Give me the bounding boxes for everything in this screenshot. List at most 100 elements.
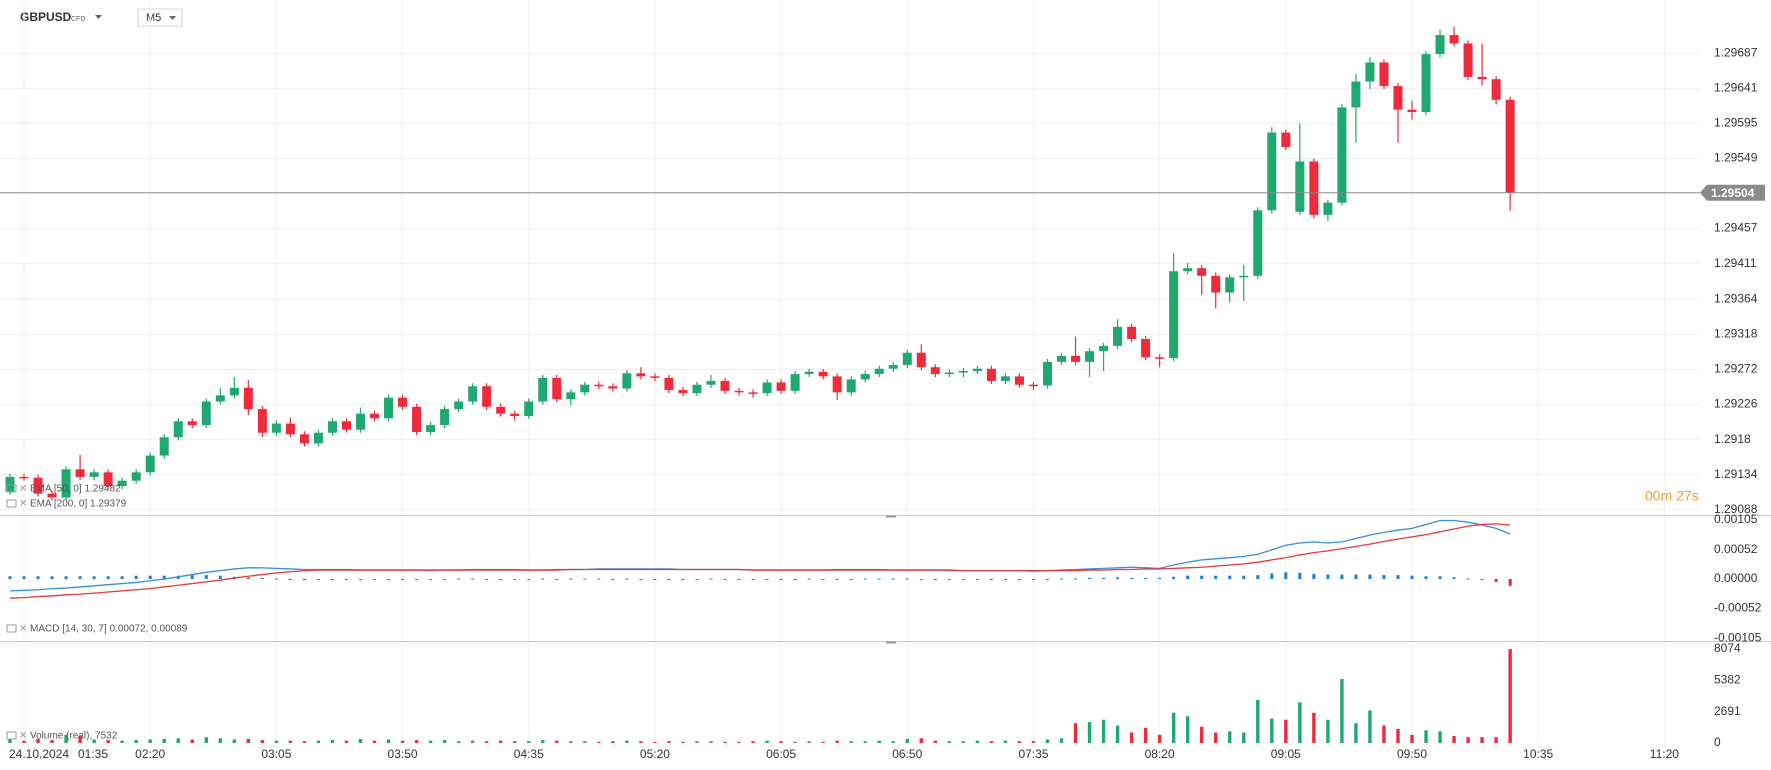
- candle-body: [384, 397, 394, 419]
- last-price-pointer: [1700, 184, 1707, 201]
- macd-histogram-bar: [961, 579, 965, 581]
- candle-body: [1295, 161, 1305, 212]
- candle-body: [1323, 202, 1333, 215]
- candle-body: [972, 368, 982, 372]
- candle-body: [776, 382, 786, 391]
- volume-bar: [316, 740, 321, 743]
- macd-histogram-bar: [190, 575, 194, 580]
- candle-body: [1449, 35, 1459, 44]
- x-tick-label: 09:50: [1397, 747, 1427, 761]
- candle-body: [89, 472, 99, 477]
- macd-histogram-bar: [849, 579, 853, 581]
- candle-body: [510, 413, 520, 416]
- volume-bar: [1256, 699, 1260, 743]
- legend-close[interactable]: ✕: [19, 624, 27, 635]
- candle-body: [1379, 62, 1389, 87]
- macd-histogram-bar: [1242, 575, 1246, 580]
- volume-bar: [1143, 727, 1148, 743]
- macd-histogram-bar: [1074, 578, 1078, 580]
- y-tick-label: 1.29134: [1714, 467, 1758, 481]
- macd-histogram-bar: [1214, 575, 1218, 580]
- volume-bar: [583, 741, 587, 743]
- macd-histogram-bar: [1031, 579, 1035, 581]
- candle-body: [201, 401, 211, 426]
- candle-body: [944, 372, 954, 375]
- candle-body: [426, 425, 436, 432]
- macd-histogram-bar: [835, 579, 839, 581]
- volume-bar: [611, 741, 615, 743]
- legend-text: EMA [50, 0] 1.29482: [30, 484, 121, 495]
- last-price-box: [1707, 184, 1765, 201]
- y-tick-label: 1.29641: [1714, 81, 1758, 95]
- symbol-dropdown[interactable]: [95, 15, 102, 19]
- candle-body: [706, 380, 716, 385]
- legend-icon[interactable]: [6, 499, 17, 508]
- candle-body: [748, 392, 758, 394]
- candle-body: [636, 373, 646, 377]
- legend-icon[interactable]: [6, 484, 17, 493]
- timeframe-dropdown[interactable]: [169, 16, 176, 20]
- volume-bar: [541, 740, 545, 743]
- volume-bar: [218, 738, 222, 743]
- candle-body: [930, 367, 940, 375]
- volume-bar: [667, 741, 671, 743]
- candle-body: [117, 480, 127, 487]
- volume-bar: [428, 740, 433, 743]
- macd-histogram-bar: [64, 576, 68, 580]
- volume-bar: [709, 741, 713, 743]
- macd-histogram-bar: [1017, 579, 1021, 581]
- candle-body: [608, 386, 618, 389]
- macd-histogram-bar: [751, 579, 755, 581]
- volume-bar: [1073, 723, 1078, 743]
- x-tick-label: 10:35: [1523, 747, 1553, 761]
- candle-body: [846, 379, 856, 393]
- volume-bar: [1157, 734, 1162, 743]
- volume-bar: [681, 741, 685, 743]
- candle-body: [1028, 384, 1038, 387]
- volume-bar: [302, 741, 307, 743]
- candle-body: [664, 377, 674, 391]
- candle-body: [1407, 109, 1417, 112]
- candle-body: [1267, 132, 1277, 211]
- grid-layer: [0, 0, 1700, 743]
- candle-body: [734, 390, 744, 393]
- timeframe-box[interactable]: [137, 8, 183, 27]
- candle-body: [398, 397, 408, 407]
- legend-text: MACD [14, 30, 7] 0.00072, 0.00089: [30, 624, 188, 635]
- legend-close[interactable]: ✕: [19, 499, 27, 510]
- macd-histogram-bar: [92, 576, 96, 580]
- macd-histogram-bar: [1466, 578, 1470, 580]
- symbol[interactable]: GBPUSD: [20, 10, 72, 24]
- x-tick-label: 05:20: [640, 747, 670, 761]
- volume-bar: [849, 741, 853, 743]
- volume-bar: [1298, 702, 1302, 743]
- volume-bar: [1312, 712, 1316, 743]
- candle-body: [1099, 345, 1109, 352]
- volume-bar: [330, 740, 335, 743]
- y-tick-label: 8074: [1714, 641, 1741, 655]
- volume-bar: [1214, 732, 1218, 743]
- legend-icon[interactable]: [6, 624, 17, 633]
- macd-histogram-bar: [933, 579, 937, 581]
- volume-bar: [499, 740, 503, 743]
- legend-close[interactable]: ✕: [19, 731, 27, 742]
- candle-body: [341, 421, 351, 430]
- legend-icon[interactable]: [6, 731, 17, 740]
- volume-bar: [723, 741, 727, 743]
- macd-histogram-bar: [891, 578, 895, 580]
- macd-histogram-bar: [681, 579, 685, 581]
- volume-bar: [288, 740, 293, 743]
- legend-close[interactable]: ✕: [19, 484, 27, 495]
- macd-histogram-bar: [541, 578, 545, 580]
- volume-bar: [1494, 737, 1498, 743]
- candle-body: [1505, 99, 1515, 193]
- macd-histogram-bar: [1340, 574, 1344, 580]
- y-tick-label: 1.29088: [1714, 502, 1758, 516]
- y-tick-label: 1.29549: [1714, 151, 1758, 165]
- y-tick-label: 0.00052: [1714, 542, 1758, 556]
- volume-bar: [1242, 732, 1246, 743]
- macd-histogram-bar: [1270, 573, 1274, 580]
- macd-histogram-bar: [162, 575, 166, 580]
- candle-body: [986, 368, 996, 381]
- timeframe[interactable]: M5: [146, 12, 161, 24]
